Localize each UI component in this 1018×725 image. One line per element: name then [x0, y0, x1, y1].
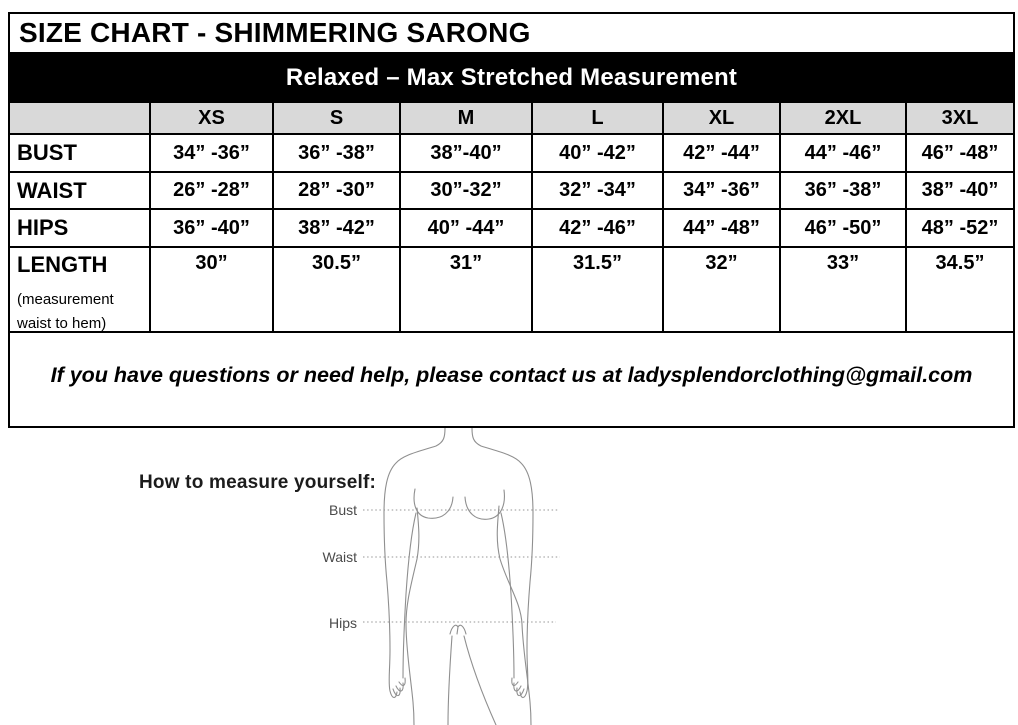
length-xs: 30”	[151, 248, 274, 333]
length-xl: 32”	[664, 248, 781, 333]
row-label-waist: WAIST	[10, 173, 151, 210]
bust-guide-label: Bust	[328, 502, 357, 518]
contact-note: If you have questions or need help, plea…	[50, 363, 973, 387]
waist-3xl: 38” -40”	[907, 173, 1013, 210]
size-header-xs: XS	[151, 103, 274, 135]
size-header-s: S	[274, 103, 401, 135]
waist-m: 30”-32”	[401, 173, 533, 210]
page-title: SIZE CHART - SHIMMERING SARONG	[19, 17, 531, 48]
bust-l: 40” -42”	[533, 135, 664, 173]
hips-s: 38” -42”	[274, 210, 401, 248]
body-figure	[363, 428, 560, 725]
length-label-main: LENGTH	[17, 252, 108, 277]
size-header-2xl: 2XL	[781, 103, 907, 135]
bust-xs: 34” -36”	[151, 135, 274, 173]
length-2xl: 33”	[781, 248, 907, 333]
size-header-xl: XL	[664, 103, 781, 135]
waist-xs: 26” -28”	[151, 173, 274, 210]
length-s: 30.5”	[274, 248, 401, 333]
length-m: 31”	[401, 248, 533, 333]
length-label-sub: (measurement waist to hem)	[17, 291, 114, 333]
hips-xs: 36” -40”	[151, 210, 274, 248]
bust-xl: 42” -44”	[664, 135, 781, 173]
waist-xl: 34” -36”	[664, 173, 781, 210]
row-label-hips: HIPS	[10, 210, 151, 248]
length-3xl: 34.5”	[907, 248, 1013, 333]
size-header-blank	[10, 103, 151, 135]
waist-s: 28” -30”	[274, 173, 401, 210]
measurement-type-band: Relaxed – Max Stretched Measurement	[10, 52, 1013, 103]
hips-xl: 44” -48”	[664, 210, 781, 248]
size-header-m: M	[401, 103, 533, 135]
bust-m: 38”-40”	[401, 135, 533, 173]
size-chart-block: SIZE CHART - SHIMMERING SARONG Relaxed –…	[8, 12, 1015, 428]
bust-3xl: 46” -48”	[907, 135, 1013, 173]
waist-l: 32” -34”	[533, 173, 664, 210]
length-l: 31.5”	[533, 248, 664, 333]
size-header-3xl: 3XL	[907, 103, 1013, 135]
bust-2xl: 44” -46”	[781, 135, 907, 173]
waist-guide-label: Waist	[322, 549, 357, 565]
hips-guide-label: Hips	[328, 615, 357, 631]
body-outline	[383, 428, 534, 725]
hips-l: 42” -46”	[533, 210, 664, 248]
hips-2xl: 46” -50”	[781, 210, 907, 248]
row-label-length: LENGTH (measurement waist to hem)	[10, 248, 151, 333]
size-table: XS S M L XL 2XL 3XL BUST 34” -36” 36” -3…	[10, 103, 1013, 333]
measure-guide-heading: How to measure yourself:	[139, 472, 377, 493]
waist-2xl: 36” -38”	[781, 173, 907, 210]
hips-m: 40” -44”	[401, 210, 533, 248]
hips-3xl: 48” -52”	[907, 210, 1013, 248]
bust-s: 36” -38”	[274, 135, 401, 173]
row-label-bust: BUST	[10, 135, 151, 173]
size-header-l: L	[533, 103, 664, 135]
